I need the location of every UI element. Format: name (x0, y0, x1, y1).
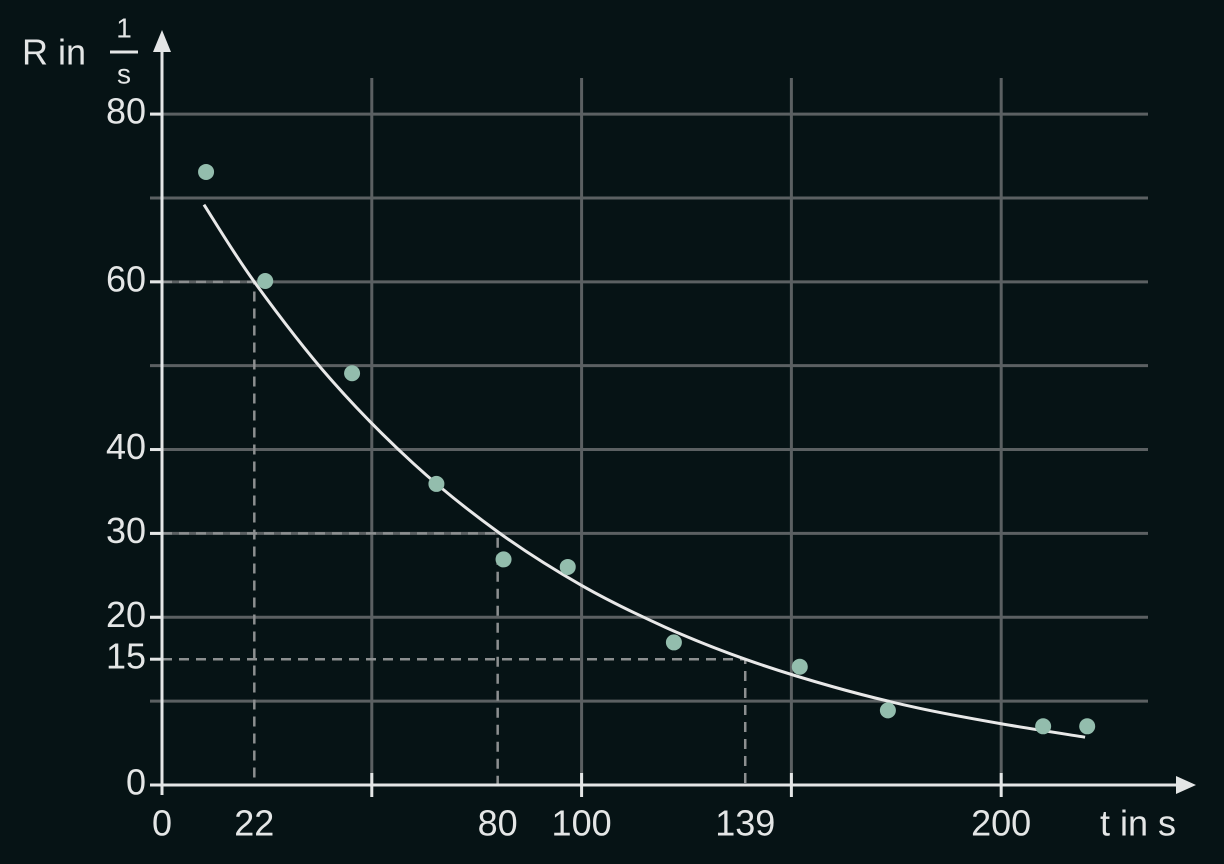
data-point (198, 163, 215, 180)
y-axis-label: R in (22, 32, 86, 73)
data-point (344, 365, 361, 382)
x-tick-label: 100 (552, 803, 612, 844)
x-tick-label: 200 (971, 803, 1031, 844)
y-axis-arrow (153, 30, 171, 52)
x-tick-label: 139 (715, 803, 775, 844)
data-point (257, 272, 274, 289)
y-tick-label: 60 (106, 258, 146, 299)
y-tick-label: 40 (106, 426, 146, 467)
data-point (495, 551, 512, 568)
y-tick-label: 0 (126, 762, 146, 803)
y-axis-unit-numerator: 1 (116, 12, 132, 43)
data-point (879, 702, 896, 719)
y-tick-label: 20 (106, 594, 146, 635)
y-tick-label: 30 (106, 510, 146, 551)
data-point (791, 658, 808, 675)
x-tick-label: 0 (152, 803, 172, 844)
y-axis-unit-denominator: s (117, 58, 131, 89)
fit-curve (202, 203, 1086, 739)
x-tick-label: 80 (478, 803, 518, 844)
data-point (665, 634, 682, 651)
guide-line (162, 532, 499, 785)
data-point (1079, 718, 1096, 735)
x-tick-label: 22 (234, 803, 274, 844)
y-tick-label: 80 (106, 91, 146, 132)
data-point (559, 558, 576, 575)
data-point (428, 475, 445, 492)
guide-line (162, 657, 747, 785)
x-axis-label: t in s (1100, 803, 1176, 844)
x-axis-arrow (1176, 776, 1196, 794)
y-tick-label: 15 (106, 636, 146, 677)
data-point (1035, 718, 1052, 735)
